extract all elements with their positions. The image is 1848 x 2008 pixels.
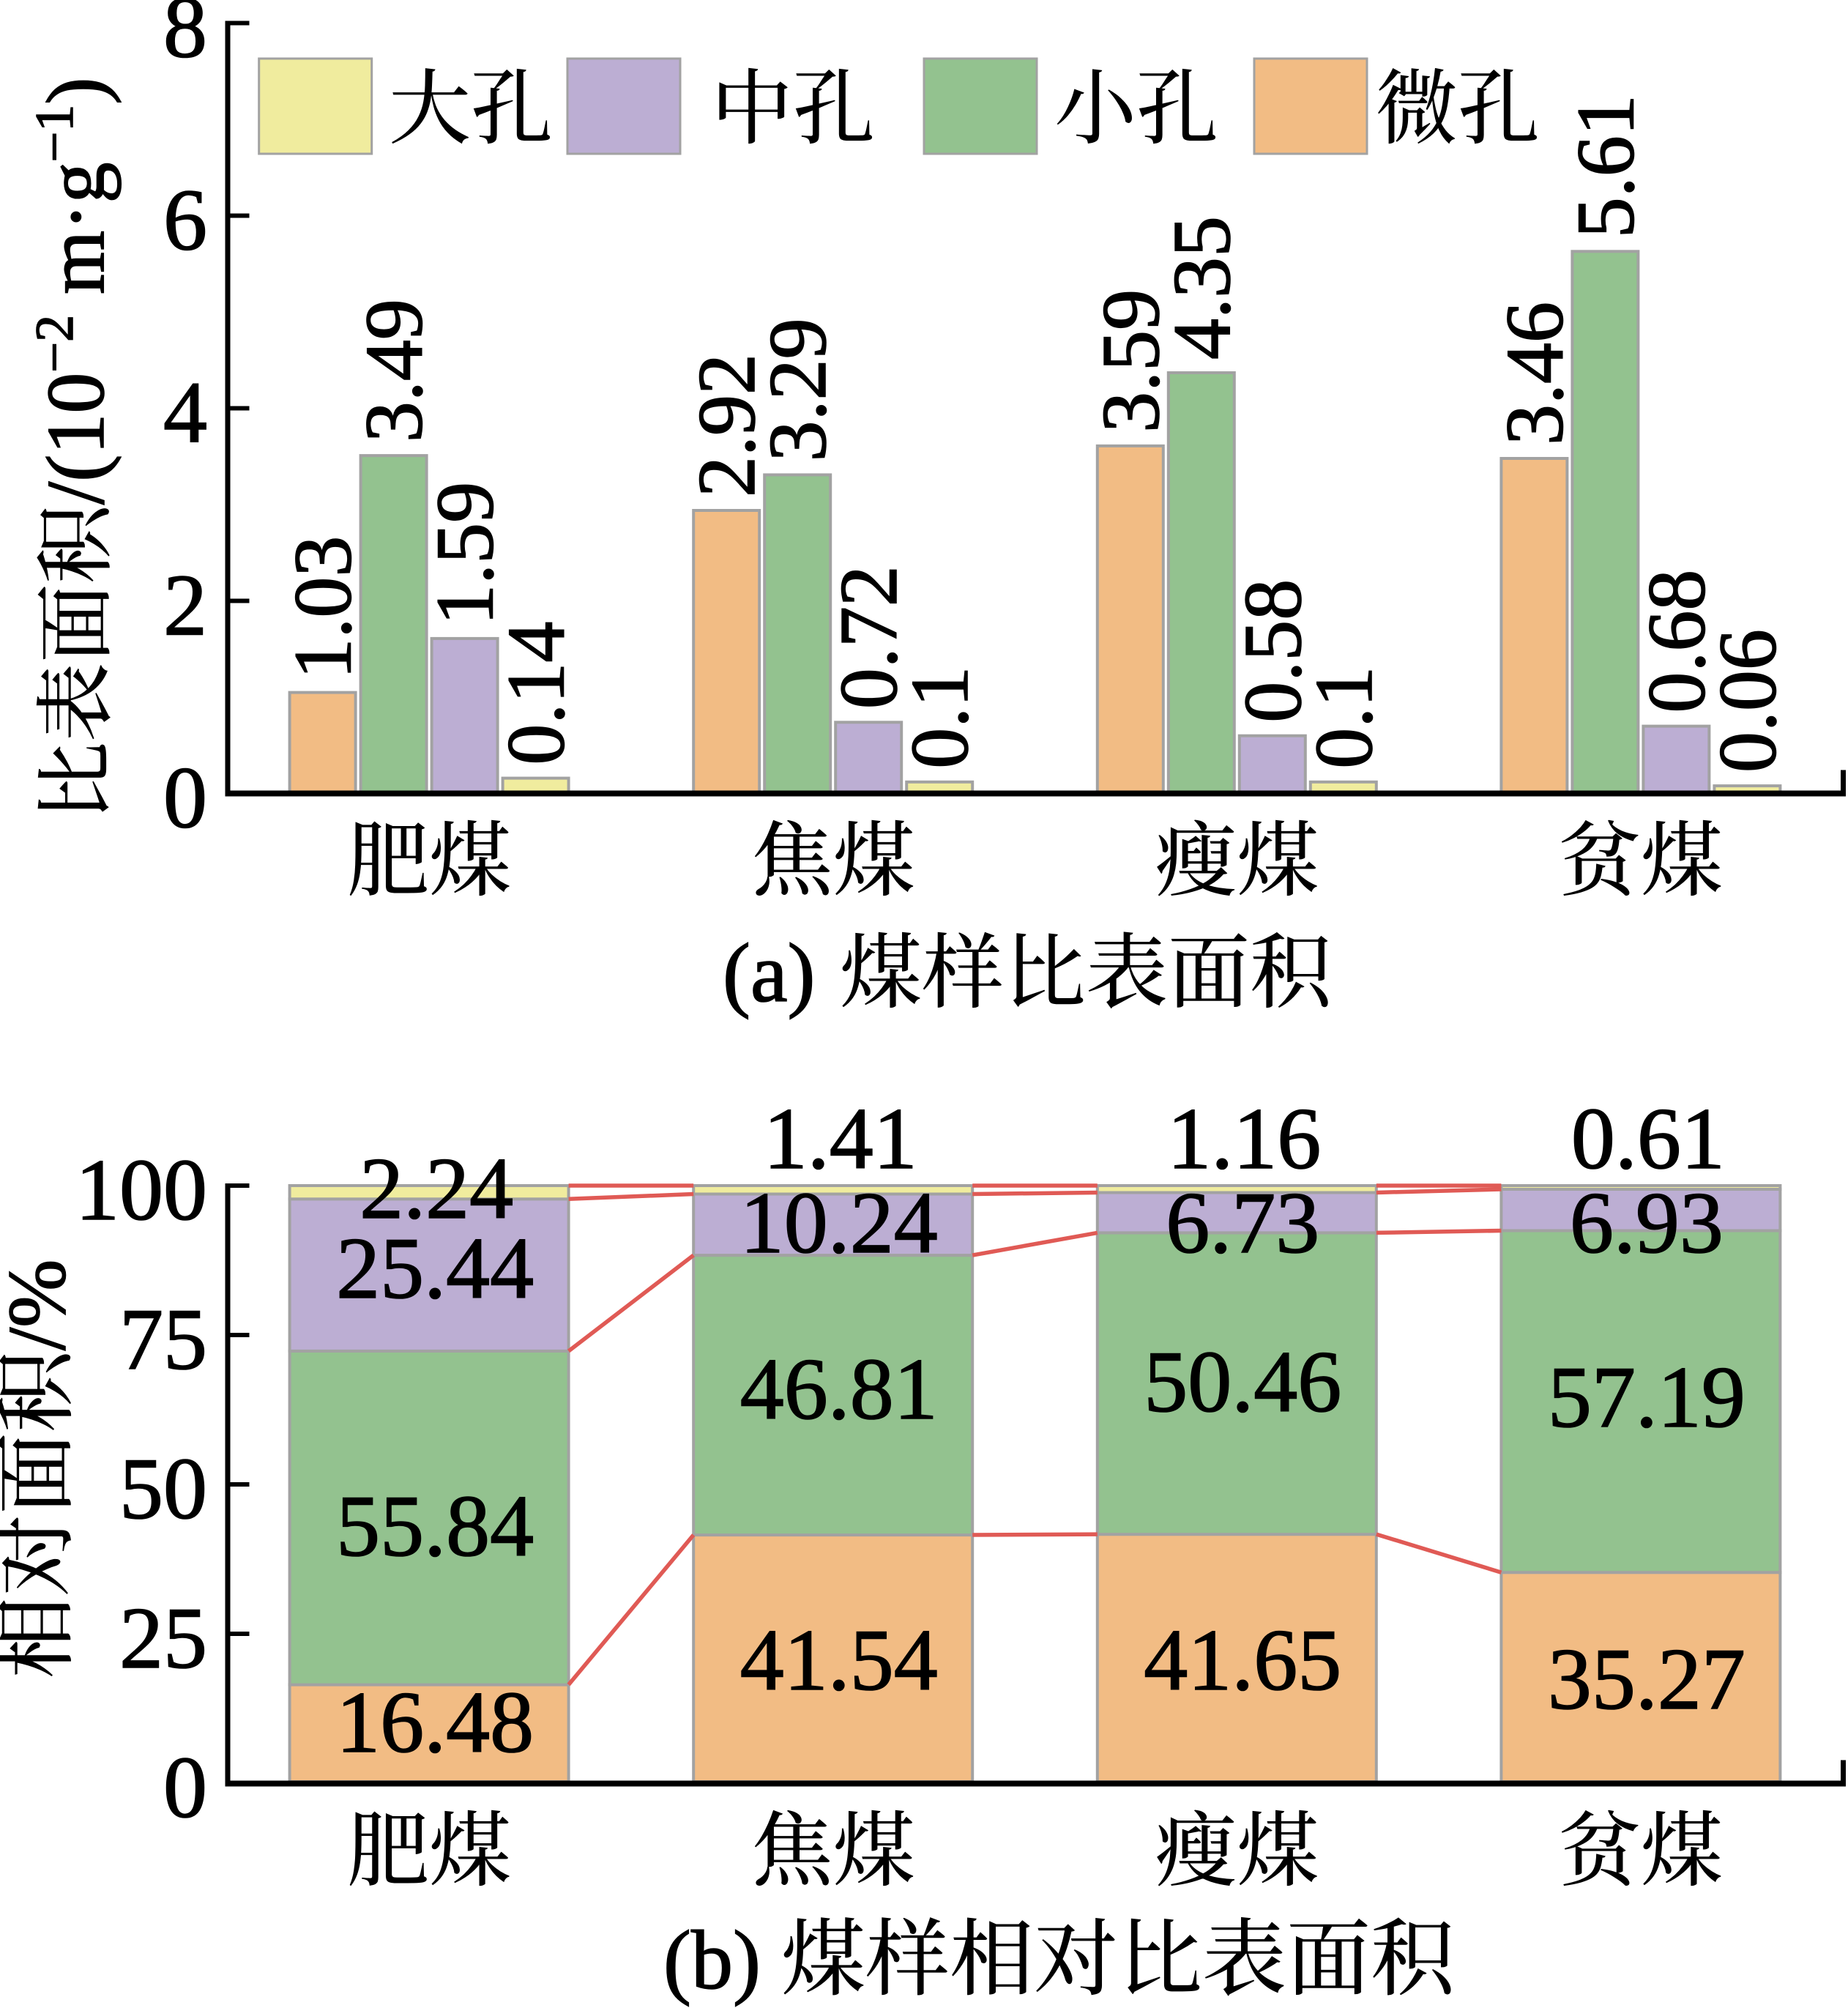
svg-text:3.49: 3.49 <box>349 299 440 442</box>
svg-text:25.44: 25.44 <box>336 1219 534 1317</box>
svg-text:4: 4 <box>163 364 207 461</box>
svg-text:41.65: 41.65 <box>1144 1611 1341 1708</box>
svg-text:(b): (b) <box>663 1914 761 2007</box>
svg-text:3.46: 3.46 <box>1489 302 1580 445</box>
svg-text:1.16: 1.16 <box>1167 1090 1321 1187</box>
svg-text:2.24: 2.24 <box>359 1139 513 1237</box>
svg-text:1.41: 1.41 <box>764 1090 917 1187</box>
svg-text:0.1: 0.1 <box>1299 666 1390 769</box>
svg-text:55.84: 55.84 <box>336 1477 534 1574</box>
svg-text:57.19: 57.19 <box>1548 1348 1745 1446</box>
svg-text:46.81: 46.81 <box>740 1340 938 1438</box>
svg-text:25: 25 <box>119 1589 207 1687</box>
svg-text:0.61: 0.61 <box>1571 1090 1725 1187</box>
svg-text:3.59: 3.59 <box>1086 289 1177 433</box>
svg-text:6.73: 6.73 <box>1166 1174 1319 1271</box>
svg-text:2.92: 2.92 <box>682 354 772 497</box>
svg-text:0.14: 0.14 <box>491 622 582 765</box>
svg-text:0: 0 <box>163 1739 207 1836</box>
svg-text:75: 75 <box>119 1290 207 1388</box>
svg-text:6.93: 6.93 <box>1570 1174 1724 1271</box>
svg-text:/%: /% <box>0 1260 83 1350</box>
svg-text:50: 50 <box>119 1440 207 1537</box>
svg-text:0.1: 0.1 <box>895 666 986 769</box>
svg-text:1.03: 1.03 <box>278 536 369 680</box>
svg-text:41.54: 41.54 <box>740 1611 938 1708</box>
svg-text:0.72: 0.72 <box>824 565 914 709</box>
svg-text:16.48: 16.48 <box>336 1673 534 1771</box>
svg-text:5.61: 5.61 <box>1560 94 1651 238</box>
svg-text:0.06: 0.06 <box>1702 629 1793 773</box>
svg-text:50.46: 50.46 <box>1144 1333 1341 1430</box>
svg-text:3.29: 3.29 <box>753 318 843 461</box>
svg-text:1.59: 1.59 <box>420 482 511 625</box>
svg-text:(a): (a) <box>723 926 816 1019</box>
svg-text:8: 8 <box>163 0 207 76</box>
svg-text:10.24: 10.24 <box>740 1174 938 1271</box>
svg-text:100: 100 <box>75 1141 207 1238</box>
svg-text:4.35: 4.35 <box>1157 216 1248 360</box>
svg-text:2: 2 <box>163 557 207 654</box>
svg-text:0: 0 <box>163 749 207 847</box>
svg-text:0.68: 0.68 <box>1631 570 1722 713</box>
svg-text:35.27: 35.27 <box>1548 1630 1745 1728</box>
svg-text:0.58: 0.58 <box>1228 579 1319 723</box>
svg-text:6: 6 <box>163 171 207 269</box>
